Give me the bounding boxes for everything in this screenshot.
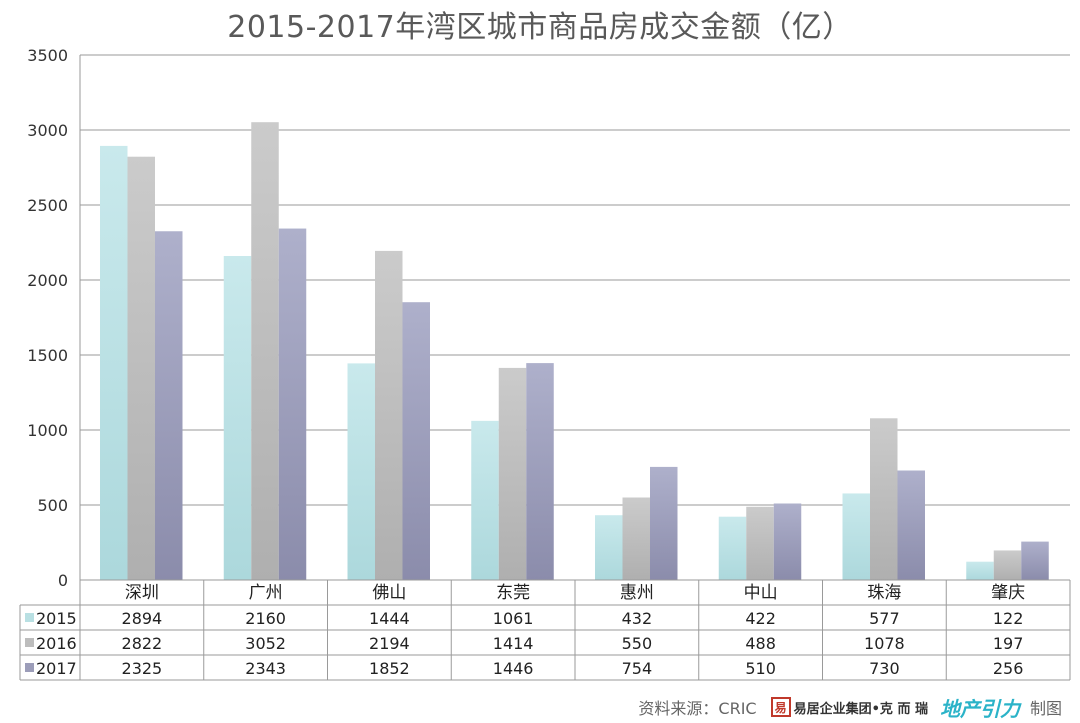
bar-2015-深圳 [100, 145, 128, 580]
made-by-text: 制图 [1029, 699, 1062, 718]
data-label: 2325 [122, 659, 163, 678]
bar-2016-广州 [251, 122, 279, 580]
y-tick-label: 1500 [27, 346, 68, 365]
bar-2016-中山 [746, 506, 774, 580]
y-tick-label: 2000 [27, 271, 68, 290]
data-label: 2160 [245, 609, 286, 628]
data-label: 122 [993, 609, 1024, 628]
bar-2016-肇庆 [993, 550, 1022, 580]
bar-2017-深圳 [155, 231, 183, 580]
bar-2017-东莞 [526, 363, 554, 580]
data-label: 1446 [493, 659, 534, 678]
data-label: 488 [745, 634, 776, 653]
bar-2017-中山 [773, 503, 802, 580]
category-label: 惠州 [620, 583, 654, 603]
bar-2015-广州 [223, 256, 252, 580]
bar-2015-中山 [718, 516, 747, 580]
bar-2017-佛山 [402, 302, 430, 580]
category-label: 深圳 [125, 583, 159, 603]
bar-2015-东莞 [471, 420, 499, 580]
category-label: 东莞 [496, 583, 530, 603]
bar-2016-惠州 [622, 497, 650, 580]
data-label: 2822 [122, 634, 163, 653]
source-line: 资料来源：CRIC 易 易居企业集团•克 而 瑞 地产引力 制图 [638, 695, 1062, 721]
source-text: 资料来源：CRIC [638, 699, 757, 718]
data-label: 2194 [369, 634, 410, 653]
data-label: 1444 [369, 609, 410, 628]
legend-swatch-2015 [25, 613, 34, 622]
bar-2015-肇庆 [966, 561, 994, 580]
brand-logo: 地产引力 [939, 696, 1020, 721]
data-label: 2343 [245, 659, 286, 678]
legend-swatch-2017 [25, 663, 34, 672]
company-name: 易居企业集团•克 而 瑞 [793, 701, 928, 717]
bar-2016-深圳 [127, 156, 155, 580]
bar-2016-佛山 [375, 250, 403, 580]
bar-2017-珠海 [897, 470, 925, 580]
data-label: 422 [745, 609, 776, 628]
data-label: 197 [993, 634, 1024, 653]
data-label: 510 [745, 659, 776, 678]
data-label: 577 [869, 609, 900, 628]
category-label: 佛山 [372, 583, 406, 603]
bar-2017-肇庆 [1021, 541, 1049, 580]
bar-2015-佛山 [347, 363, 375, 580]
y-tick-label: 0 [58, 571, 68, 590]
data-label: 1078 [864, 634, 905, 653]
data-label: 2894 [122, 609, 163, 628]
bar-2016-珠海 [870, 418, 898, 580]
bar-2017-广州 [278, 228, 307, 581]
data-label: 3052 [245, 634, 286, 653]
y-tick-label: 3500 [27, 46, 68, 65]
data-label: 550 [622, 634, 653, 653]
category-label: 肇庆 [991, 583, 1025, 603]
y-tick-label: 500 [37, 496, 68, 515]
legend-swatch-2016 [25, 638, 34, 647]
bar-2015-惠州 [595, 515, 623, 580]
category-label: 中山 [744, 583, 778, 603]
data-label: 730 [869, 659, 900, 678]
legend-label-2017: 2017 [36, 659, 77, 678]
y-tick-label: 1000 [27, 421, 68, 440]
data-label: 1414 [493, 634, 534, 653]
data-label: 256 [993, 659, 1024, 678]
data-label: 1061 [493, 609, 534, 628]
legend-label-2016: 2016 [36, 634, 77, 653]
chart-title: 2015-2017年湾区城市商品房成交金额（亿） [227, 10, 853, 45]
cric-logo-icon: 易 [770, 697, 791, 717]
category-label: 珠海 [867, 583, 901, 603]
data-label: 1852 [369, 659, 410, 678]
data-label: 432 [622, 609, 653, 628]
bar-2015-珠海 [842, 493, 870, 580]
category-label: 广州 [249, 583, 283, 603]
y-tick-label: 2500 [27, 196, 68, 215]
bar-2016-东莞 [498, 367, 527, 580]
bar-2017-惠州 [650, 466, 678, 580]
legend-label-2015: 2015 [36, 609, 77, 628]
data-label: 754 [622, 659, 653, 678]
y-tick-label: 3000 [27, 121, 68, 140]
